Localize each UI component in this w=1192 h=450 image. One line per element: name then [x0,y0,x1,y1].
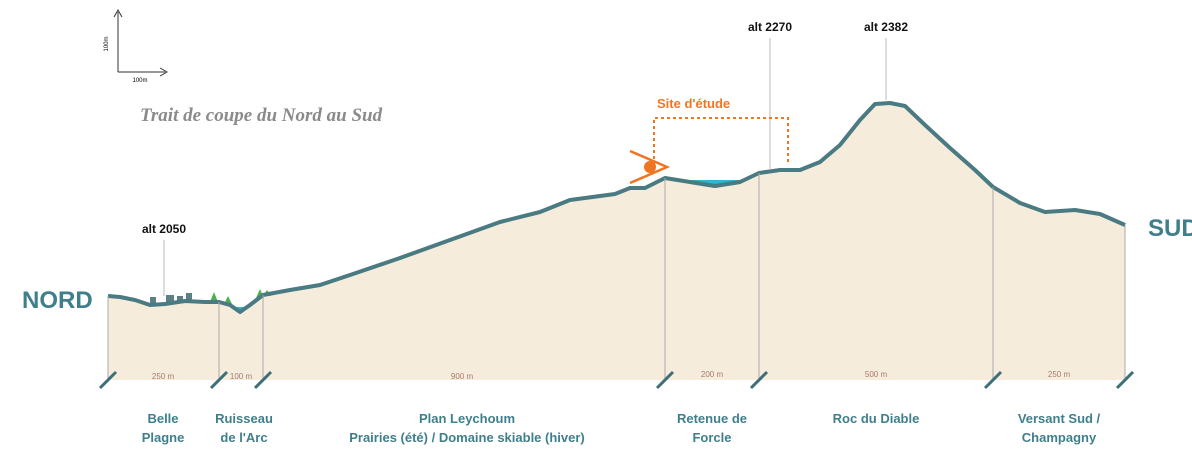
altitude-label: alt 2050 [142,222,186,236]
distance-label: 900 m [451,372,474,381]
label-line: Versant Sud / [1018,411,1101,426]
section-label: Versant Sud / Champagny [1018,411,1101,445]
altitude-label: alt 2270 [748,20,792,34]
site-label: Site d'étude [657,96,730,111]
viewpoint-eye [644,161,656,173]
scale-horizontal: 100m [132,78,147,84]
scale [114,10,167,76]
label-line: Ruisseau [215,411,273,426]
altitude-label: alt 2382 [864,20,908,34]
title: Trait de coupe du Nord au Sud [140,105,383,126]
section-label: Retenue de Forcle [677,411,747,445]
distance-label: 500 m [865,370,888,379]
scale-vertical: 100m [104,36,110,51]
section-label: Ruisseau de l'Arc [215,411,273,445]
label-line: Champagny [1022,430,1097,445]
label-line: Plan Leychoum [419,411,515,426]
label-line: Belle [147,411,178,426]
section-label: Belle Plagne [142,411,185,445]
distance-label: 200 m [701,370,724,379]
cross-section: 100m 100m Trait de coupe du Nord au Sud … [0,0,1192,450]
label-line: Forcle [692,430,731,445]
label-line: de l'Arc [220,430,267,445]
distance-label: 250 m [152,372,175,381]
north-label: NORD [22,287,93,314]
label-line: Plagne [142,430,185,445]
site-bracket [654,118,788,165]
section-label: Roc du Diable [833,411,920,426]
label-line: Roc du Diable [833,411,920,426]
label-line: Retenue de [677,411,747,426]
section-label: Plan Leychoum Prairies (été) / Domaine sk… [349,411,585,445]
distance-label: 250 m [1048,370,1071,379]
label-line: Prairies (été) / Domaine skiable (hiver) [349,430,585,445]
terrain [108,103,1125,380]
south-label: SUD [1148,215,1192,242]
distance-label: 100 m [230,372,253,381]
